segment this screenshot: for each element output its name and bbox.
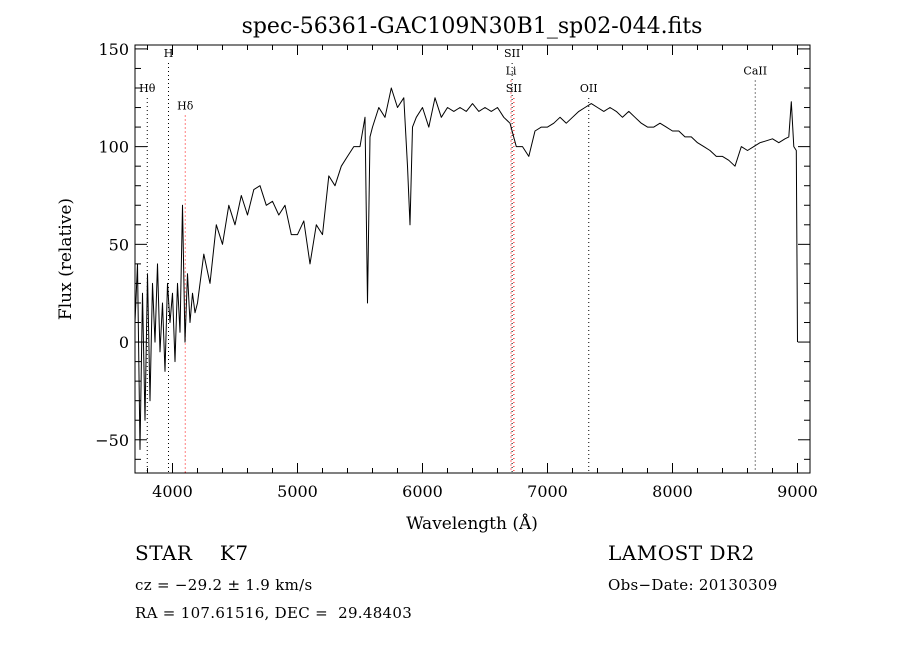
y-tick-label: 0 — [119, 333, 129, 352]
chart-title: spec-56361-GAC109N30B1_sp02-044.fits — [242, 14, 703, 39]
y-tick-label: −50 — [95, 431, 129, 450]
spectral-line-label: OII — [580, 82, 598, 95]
spectrum-line — [134, 87, 798, 450]
y-tick-label: 50 — [109, 235, 129, 254]
x-tick-label: 9000 — [777, 482, 818, 501]
axis-tick-labels: 4000 5000 6000 7000 8000 9000 −50 0 50 100 150 — [95, 40, 818, 501]
object-class-label: STAR K7 — [135, 541, 249, 565]
x-tick-label: 5000 — [277, 482, 318, 501]
spectral-line-markers: Hθ H Hδ SII Li SII OII CaII — [139, 47, 767, 473]
plot-frame — [134, 44, 811, 474]
survey-label: LAMOST DR2 — [608, 541, 755, 565]
coordinates-label: RA = 107.61516, DEC = 29.48403 — [135, 604, 413, 622]
redshift-velocity-label: cz = −29.2 ± 1.9 km/s — [135, 576, 313, 594]
y-tick-label: 150 — [98, 40, 129, 59]
axis-ticks — [135, 45, 810, 473]
spectral-line-label: SII — [506, 82, 522, 95]
x-axis-label: Wavelength (Å) — [406, 513, 538, 534]
spectral-line-label: SII — [504, 47, 520, 60]
spectral-line-label: CaII — [743, 65, 767, 78]
spectrum-series — [134, 87, 798, 450]
x-tick-label: 6000 — [402, 482, 443, 501]
x-tick-label: 8000 — [652, 482, 693, 501]
spectral-line-label: H — [164, 47, 174, 60]
observation-date-label: Obs−Date: 20130309 — [608, 576, 778, 594]
x-tick-label: 7000 — [527, 482, 568, 501]
x-tick-label: 4000 — [152, 482, 193, 501]
y-tick-label: 100 — [98, 138, 129, 157]
spectral-line-label: Hδ — [177, 100, 194, 113]
spectral-line-label: Hθ — [139, 82, 156, 95]
y-axis-label: Flux (relative) — [56, 198, 76, 320]
spectral-line-label: Li — [506, 65, 517, 78]
